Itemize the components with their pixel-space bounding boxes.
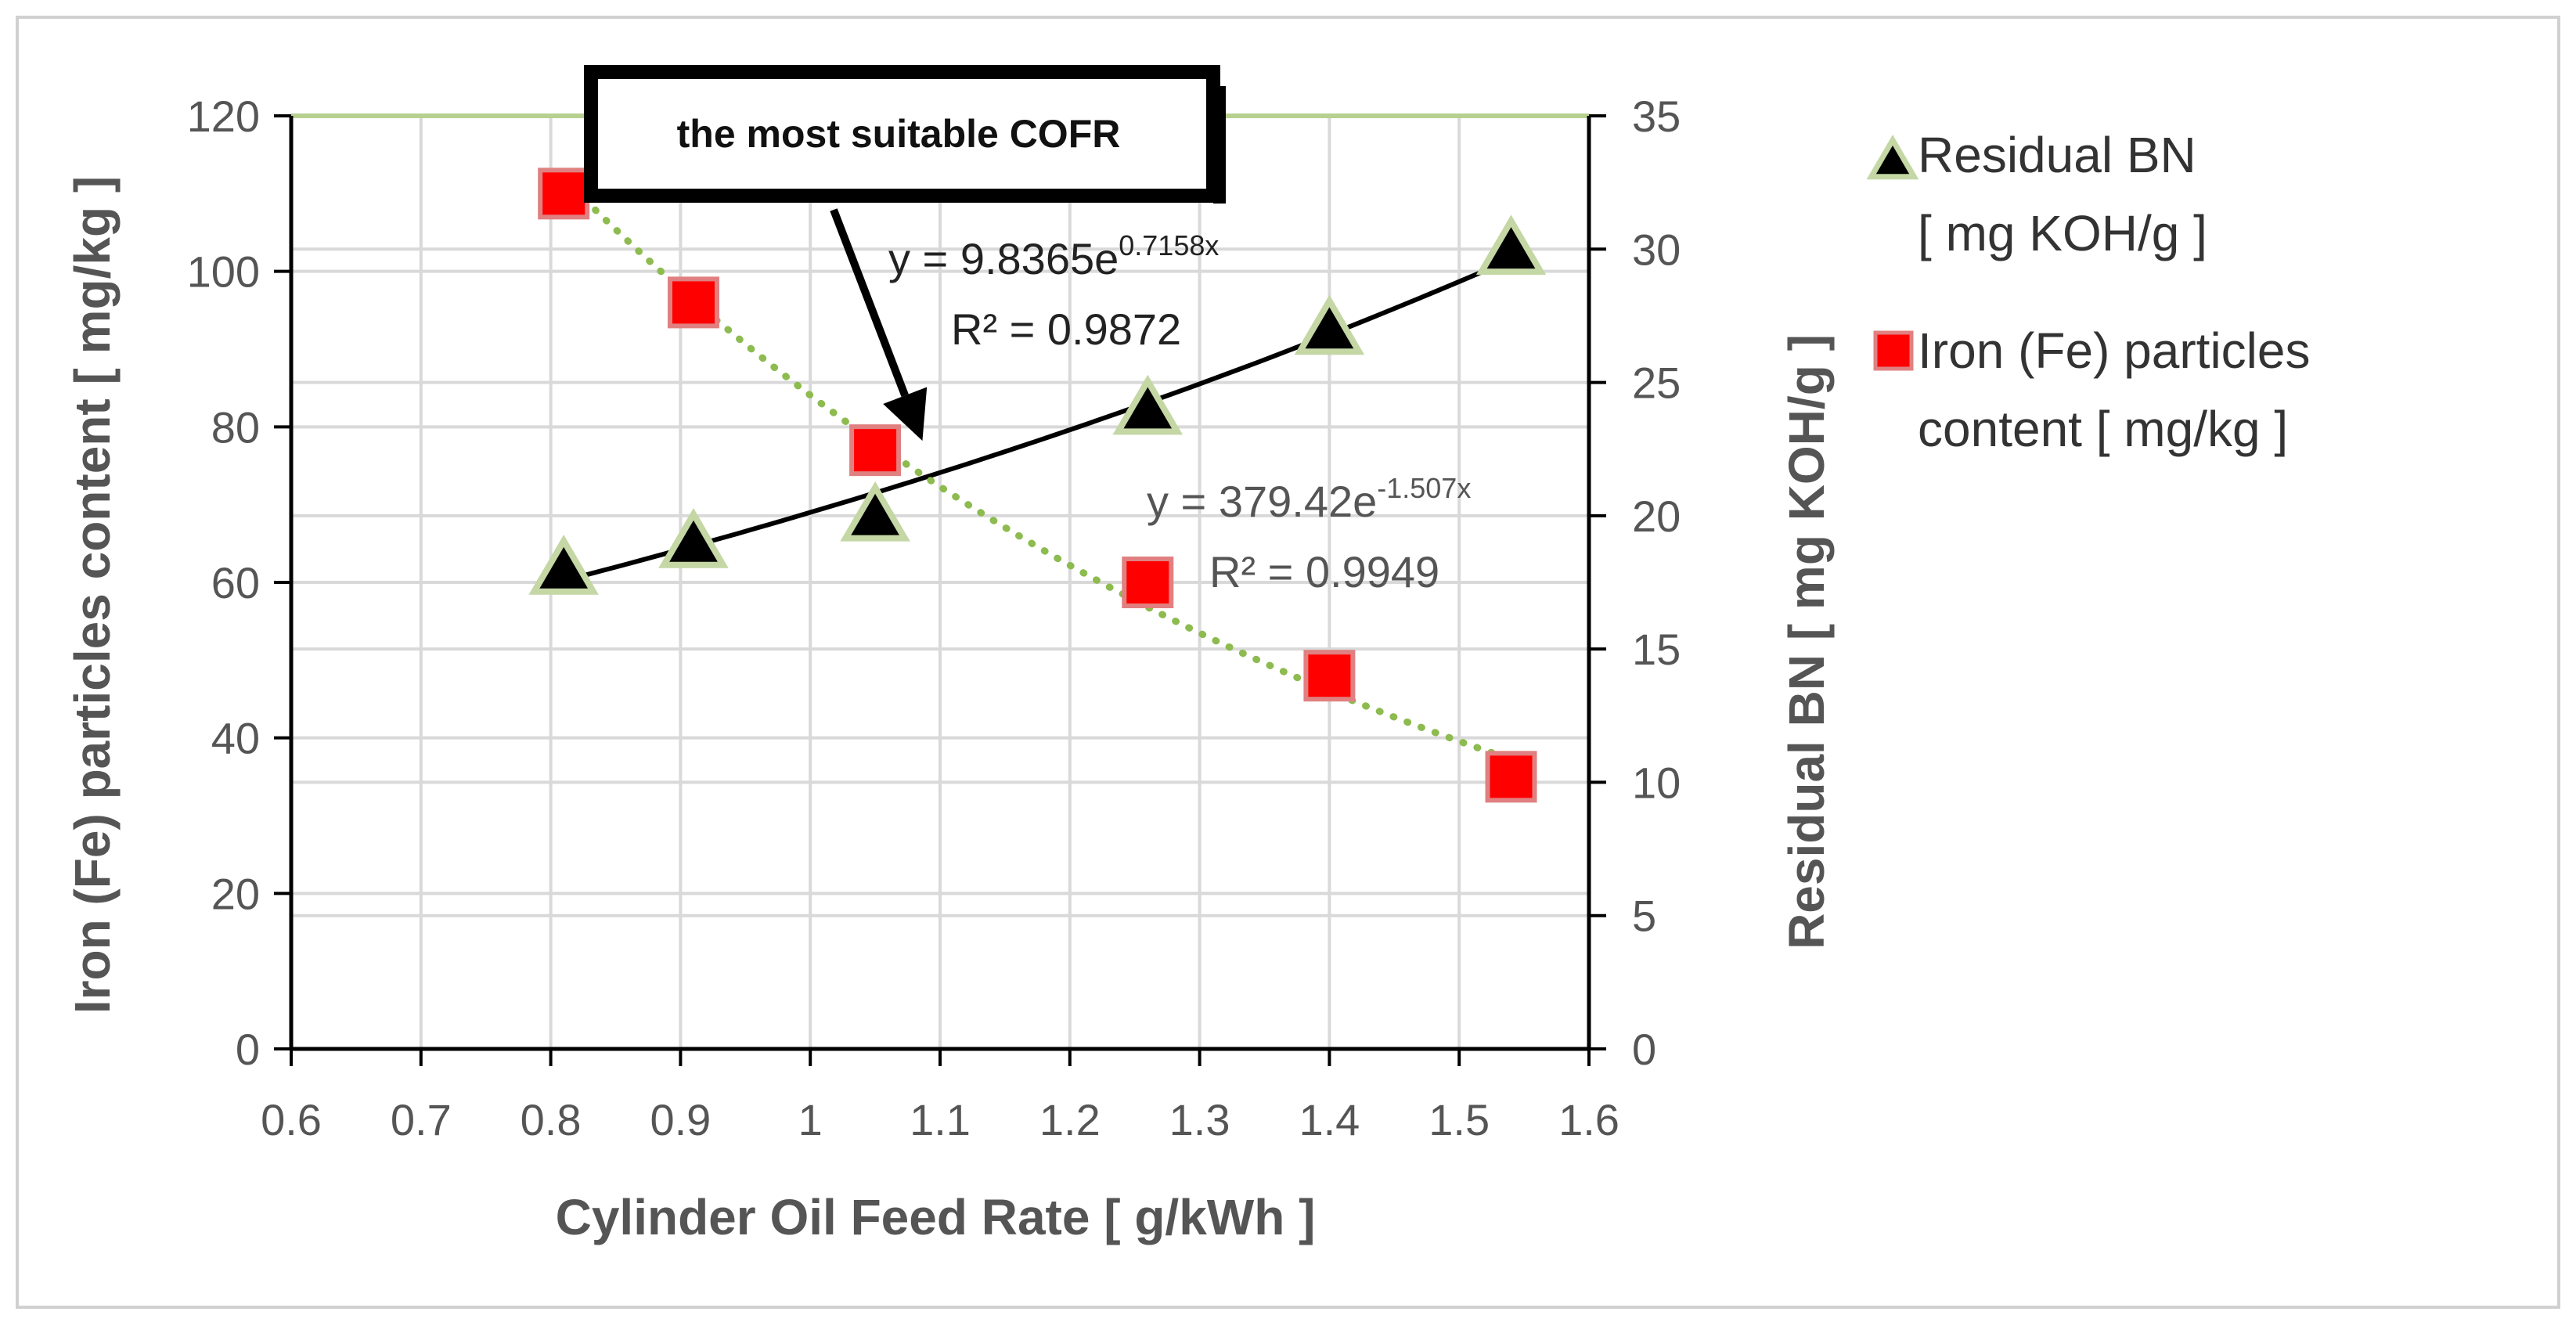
annotation-text: the most suitable COFR — [677, 112, 1121, 156]
legend-label-fe: Iron (Fe) particles — [1918, 322, 2310, 379]
fe-point — [1303, 650, 1356, 702]
trendline-exponent: -1.507x — [1377, 472, 1471, 504]
chart-frame — [16, 16, 2560, 1309]
y-right-tick-label: 0 — [1632, 1025, 1656, 1074]
x-tick-label: 0.7 — [391, 1095, 452, 1144]
fe-point — [1485, 751, 1537, 803]
trendline-bn — [561, 257, 1514, 583]
fe-point — [1122, 557, 1174, 608]
bn-point — [528, 535, 599, 595]
y-left-tick-label: 0 — [236, 1025, 260, 1074]
y-left-tick-label: 120 — [187, 92, 260, 141]
tick-labels: 0.6 0.7 0.8 0.9 1 1.1 1.2 1.3 1.4 1.5 1.6 0 20 40 60 80… — [187, 92, 1681, 1144]
bn-point — [658, 507, 729, 568]
annotation-most-suitable-cofr: the most suitable COFR — [584, 65, 1226, 441]
trendline-exponent: 0.7158x — [1119, 229, 1219, 261]
x-tick-label: 1.4 — [1299, 1095, 1360, 1144]
trendline-label-bn: y = 9.8365e0.7158x R² = 0.9872 — [888, 229, 1219, 354]
annotation-arrow — [830, 208, 909, 398]
annotation-box — [584, 65, 1220, 203]
y-right-tick-label: 20 — [1632, 492, 1681, 541]
legend-marker-fe — [1873, 330, 1914, 371]
bn-point — [1294, 294, 1365, 355]
legend-label-bn: [ mg KOH/g ] — [1918, 205, 2207, 261]
x-tick-label: 0.6 — [261, 1095, 322, 1144]
x-tick-label: 0.9 — [650, 1095, 711, 1144]
data-points — [528, 168, 1547, 803]
left-axis-title: Iron (Fe) particles content [ mg/kg ] — [64, 176, 121, 1014]
bn-point — [840, 481, 910, 542]
y-left-tick-label: 60 — [211, 558, 260, 607]
y-left-tick-label: 100 — [187, 247, 260, 297]
trendline-r2-bn: R² = 0.9872 — [951, 304, 1181, 354]
legend: Residual BN [ mg KOH/g ] Iron (Fe) particl… — [1866, 127, 2310, 457]
bn-point — [1475, 214, 1547, 276]
gridlines — [291, 116, 1589, 1049]
fe-point — [667, 276, 719, 329]
y-right-tick-label: 25 — [1632, 359, 1681, 408]
x-tick-label: 1 — [798, 1095, 823, 1144]
x-tick-label: 1.3 — [1169, 1095, 1230, 1144]
y-right-tick-label: 35 — [1632, 92, 1681, 141]
x-tick-label: 1.5 — [1429, 1095, 1490, 1144]
y-right-tick-label: 15 — [1632, 625, 1681, 674]
y-left-tick-label: 40 — [211, 714, 260, 763]
y-left-tick-label: 80 — [211, 402, 260, 452]
legend-label-bn: Residual BN — [1918, 127, 2196, 183]
y-right-tick-label: 10 — [1632, 758, 1681, 807]
x-tick-label: 1.6 — [1558, 1095, 1619, 1144]
x-axis-title: Cylinder Oil Feed Rate [ g/kWh ] — [556, 1189, 1316, 1245]
trendline-r2-fe: R² = 0.9949 — [1209, 547, 1439, 596]
y-right-tick-label: 5 — [1632, 892, 1656, 941]
x-tick-label: 1.1 — [910, 1095, 971, 1144]
bn-point — [1112, 374, 1184, 435]
fe-point — [538, 168, 590, 220]
y-left-tick-label: 20 — [211, 869, 260, 918]
x-tick-label: 1.2 — [1039, 1095, 1101, 1144]
legend-marker-bn — [1866, 135, 1919, 180]
fe-point — [849, 424, 902, 477]
annotation-box-shadow — [1213, 86, 1226, 204]
y-right-tick-label: 30 — [1632, 225, 1681, 274]
annotation-arrowhead — [883, 387, 928, 441]
right-axis-title: Residual BN [ mg KOH/g ] — [1778, 334, 1835, 949]
x-tick-label: 0.8 — [521, 1095, 582, 1144]
legend-label-fe: content [ mg/kg ] — [1918, 401, 2288, 457]
